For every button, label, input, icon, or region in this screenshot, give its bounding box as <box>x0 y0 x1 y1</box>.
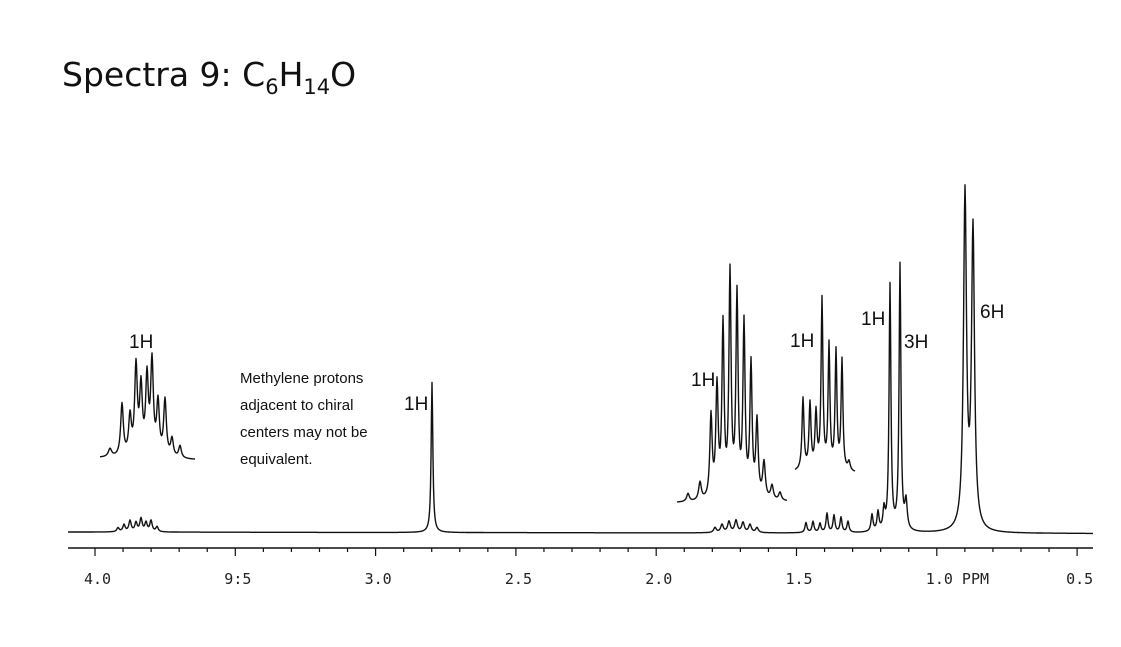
tick-label: 2.5 <box>505 570 532 588</box>
trace <box>99 352 196 460</box>
tick-label: 1.5 <box>786 570 813 588</box>
tick-label: 4.0 <box>84 570 111 588</box>
peak-label: 3H <box>904 332 928 353</box>
note-line: centers may not be <box>240 424 368 441</box>
trace <box>794 294 856 472</box>
trace <box>67 184 1094 535</box>
trace <box>676 263 788 503</box>
title-text: O <box>330 55 356 94</box>
peak-label: 1H <box>691 370 715 391</box>
peak-label: 1H <box>861 309 885 330</box>
tick-label: 0.5 <box>1066 570 1093 588</box>
title: Spectra 9: C6H14O <box>62 55 356 99</box>
tick-label: 9:5 <box>224 570 251 588</box>
title-text: H <box>279 55 304 94</box>
spectrum <box>67 184 1094 535</box>
peak-label: 1H <box>790 331 814 352</box>
tick-label: 3.0 <box>365 570 392 588</box>
peak-label: 1H <box>404 394 428 415</box>
axis-ticks: 4.0 9:5 3.0 2.5 2.0 1.5 1.0 PPM 0.5 <box>84 548 1093 588</box>
peak-label: 1H <box>129 332 153 353</box>
subscript: 6 <box>265 75 278 99</box>
note-line: equivalent. <box>240 451 313 468</box>
peak-label: 6H <box>980 302 1004 323</box>
tick-label: 2.0 <box>645 570 672 588</box>
note-line: Methylene protons <box>240 370 363 387</box>
subscript: 14 <box>303 75 330 99</box>
tick-label: 1.0 PPM <box>926 570 989 588</box>
title-text: Spectra 9: C <box>62 55 265 94</box>
note-line: adjacent to chiral <box>240 397 353 414</box>
